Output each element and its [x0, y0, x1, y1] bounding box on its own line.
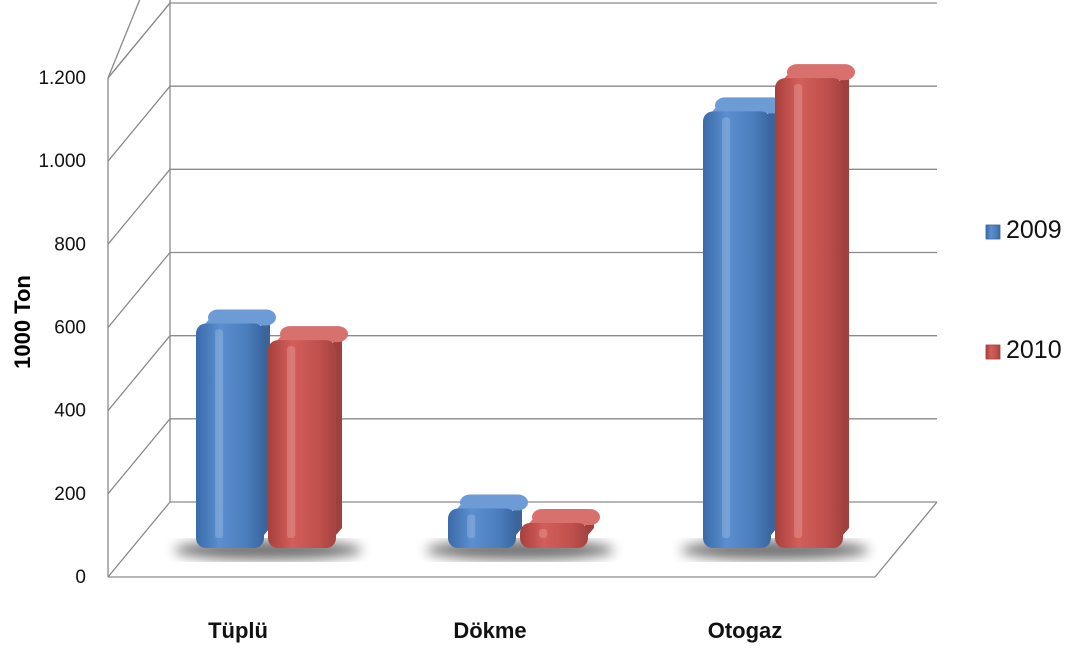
- x-category-label: Otogaz: [708, 618, 783, 643]
- bar-top-cap: [715, 97, 783, 114]
- bar-front-face: [448, 508, 516, 548]
- bar-2010-Dökme: [520, 509, 600, 548]
- legend-item-2010: 2010: [985, 336, 1062, 364]
- legend-label: 2009: [1006, 216, 1062, 244]
- side-wall-gridline: [107, 168, 171, 245]
- bar-2010-Tüplü: [268, 326, 348, 548]
- bar-front-face: [196, 323, 264, 548]
- y-tick-label: 200: [54, 484, 86, 505]
- y-tick-label: 1.000: [38, 151, 86, 172]
- bar-front-face: [520, 523, 588, 548]
- floor-right-edge: [874, 501, 938, 578]
- bar-top-cap: [787, 64, 855, 81]
- x-axis-categories: Tüplü Dökme Otogaz: [208, 618, 782, 643]
- y-tick-label: 0: [75, 567, 86, 588]
- bar-front-face: [268, 340, 336, 548]
- legend: 2009 2010: [985, 216, 1062, 364]
- bar-highlight: [539, 529, 548, 538]
- bar-highlight: [287, 346, 296, 538]
- x-category-label: Dökme: [453, 618, 526, 643]
- side-wall-gridline: [107, 418, 171, 495]
- side-wall-gridline: [107, 252, 171, 328]
- side-wall-gridline: [107, 501, 171, 578]
- bar-top-cap: [460, 494, 528, 511]
- bar-front-face: [703, 111, 771, 548]
- y-axis-label: 1000 Ton: [10, 275, 35, 369]
- legend-swatch: [985, 344, 1001, 360]
- side-wall-gridline: [107, 0, 141, 79]
- legend-label: 2010: [1006, 336, 1062, 364]
- bar-highlight: [722, 117, 731, 538]
- bar-highlight: [794, 84, 803, 538]
- bar-highlight: [215, 329, 224, 538]
- y-tick-label: 600: [54, 318, 86, 339]
- bar-2009-Tüplü: [196, 309, 276, 548]
- y-tick-label: 400: [54, 401, 86, 422]
- x-category-label: Tüplü: [208, 618, 268, 643]
- legend-item-2009: 2009: [985, 216, 1062, 244]
- legend-swatch: [985, 224, 1001, 240]
- bar-top-cap: [280, 326, 348, 343]
- y-tick-label: 800: [54, 234, 86, 255]
- bar-top-cap: [532, 509, 600, 526]
- side-wall-gridline: [107, 85, 171, 162]
- bar-highlight: [467, 514, 476, 538]
- y-tick-label: 1.200: [38, 68, 86, 89]
- bar-front-face: [775, 78, 843, 548]
- bar-2009-Dökme: [448, 494, 528, 548]
- y-axis-ticks: 0 200 400 600 800 1.000 1.200: [38, 68, 86, 588]
- bars: [196, 64, 855, 548]
- bar-top-cap: [208, 309, 276, 326]
- side-wall-gridline: [107, 2, 171, 79]
- side-wall-gridline: [107, 335, 171, 412]
- bar-2010-Otogaz: [775, 64, 855, 548]
- bar-2009-Otogaz: [703, 97, 783, 548]
